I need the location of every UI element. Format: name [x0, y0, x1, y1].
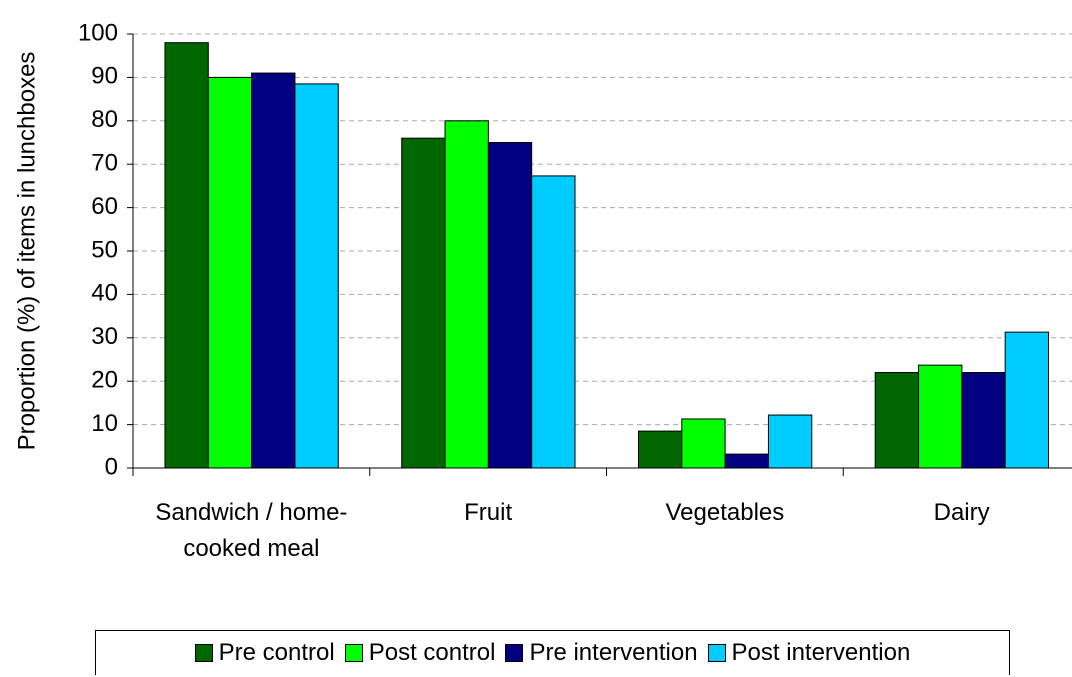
x-tick-label: Sandwich / home-cooked meal: [155, 499, 348, 562]
y-tick-label: 50: [91, 236, 118, 263]
y-tick-label: 20: [91, 367, 118, 394]
bar: [164, 42, 209, 469]
bar: [918, 364, 963, 469]
bar: [487, 142, 533, 469]
legend-label: Post intervention: [731, 639, 911, 666]
y-tick-label: 100: [78, 19, 118, 46]
bar: [681, 418, 726, 469]
legend-swatch: [707, 644, 726, 662]
y-tick-label: 70: [91, 150, 118, 177]
y-tick-label: 40: [91, 280, 118, 307]
bar: [207, 76, 253, 469]
y-axis-title: Proportion (%) of items in lunchboxes: [13, 52, 40, 451]
legend-item: Pre intervention: [505, 639, 698, 667]
x-tick-label: Fruit: [464, 499, 513, 526]
legend-label: Pre intervention: [529, 639, 698, 666]
y-tick-label: 80: [91, 106, 118, 133]
y-tick-label: 90: [91, 63, 118, 90]
bar: [251, 72, 296, 469]
y-tick-label: 0: [105, 453, 118, 480]
bar: [724, 453, 769, 469]
x-tick-label: Vegetables: [665, 499, 785, 526]
bar: [961, 372, 1006, 469]
bar: [874, 372, 920, 469]
legend-swatch: [194, 644, 213, 662]
legend: Pre control Post control Pre intervention P…: [95, 630, 1010, 675]
y-tick-label: 30: [91, 323, 118, 350]
legend-label: Pre control: [218, 639, 335, 666]
bar: [294, 83, 339, 469]
y-tick-label: 10: [91, 410, 118, 437]
y-tick-label: 60: [91, 193, 118, 220]
legend-swatch: [344, 644, 363, 662]
bar: [1004, 331, 1050, 469]
bar: [401, 137, 446, 469]
bar: [767, 414, 813, 469]
legend-item: Post intervention: [707, 639, 911, 667]
legend-item: Pre control: [194, 639, 335, 667]
bar: [531, 175, 576, 469]
bar: [637, 430, 683, 469]
legend-label: Post control: [368, 639, 496, 666]
legend-item: Post control: [344, 639, 496, 667]
bar: [444, 120, 489, 469]
x-tick-label: Dairy: [933, 499, 990, 526]
legend-swatch: [505, 644, 524, 662]
